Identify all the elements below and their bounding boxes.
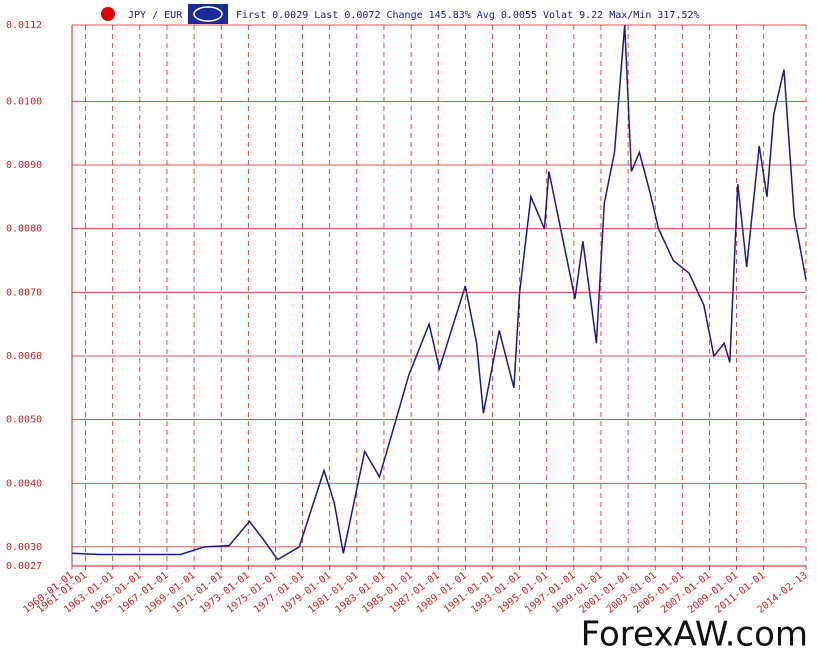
y-tick-label: 0.0030 bbox=[6, 542, 42, 553]
stat: Last 0.0072 bbox=[314, 10, 380, 21]
stat: Change 145.83% bbox=[386, 10, 470, 21]
y-tick-label: 0.0040 bbox=[6, 478, 42, 489]
y-tick-label: 0.0070 bbox=[6, 287, 42, 298]
stat: Volat 9.22 bbox=[543, 10, 603, 21]
stat: Avg 0.0055 bbox=[477, 10, 537, 21]
y-tick-label: 0.0027 bbox=[6, 561, 42, 572]
chart-title: JPY / EUR bbox=[128, 10, 183, 21]
stat: Max/Min 317.52% bbox=[609, 10, 699, 21]
y-tick-label: 0.0050 bbox=[6, 415, 42, 426]
flag-symbol bbox=[193, 6, 223, 22]
y-tick-label: 0.0060 bbox=[6, 351, 42, 362]
y-tick-label: 0.0080 bbox=[6, 224, 42, 235]
stats: First 0.0029 Last 0.0072 Change 145.83% Avg… bbox=[236, 10, 700, 21]
y-tick-label: 0.0100 bbox=[6, 96, 42, 107]
stat: First 0.0029 bbox=[236, 10, 308, 21]
legend-dot bbox=[101, 7, 115, 21]
y-tick-label: 0.0112 bbox=[6, 20, 42, 31]
line-series bbox=[71, 24, 807, 561]
watermark: ForexAW.com bbox=[581, 615, 808, 655]
y-tick-label: 0.0090 bbox=[6, 160, 42, 171]
